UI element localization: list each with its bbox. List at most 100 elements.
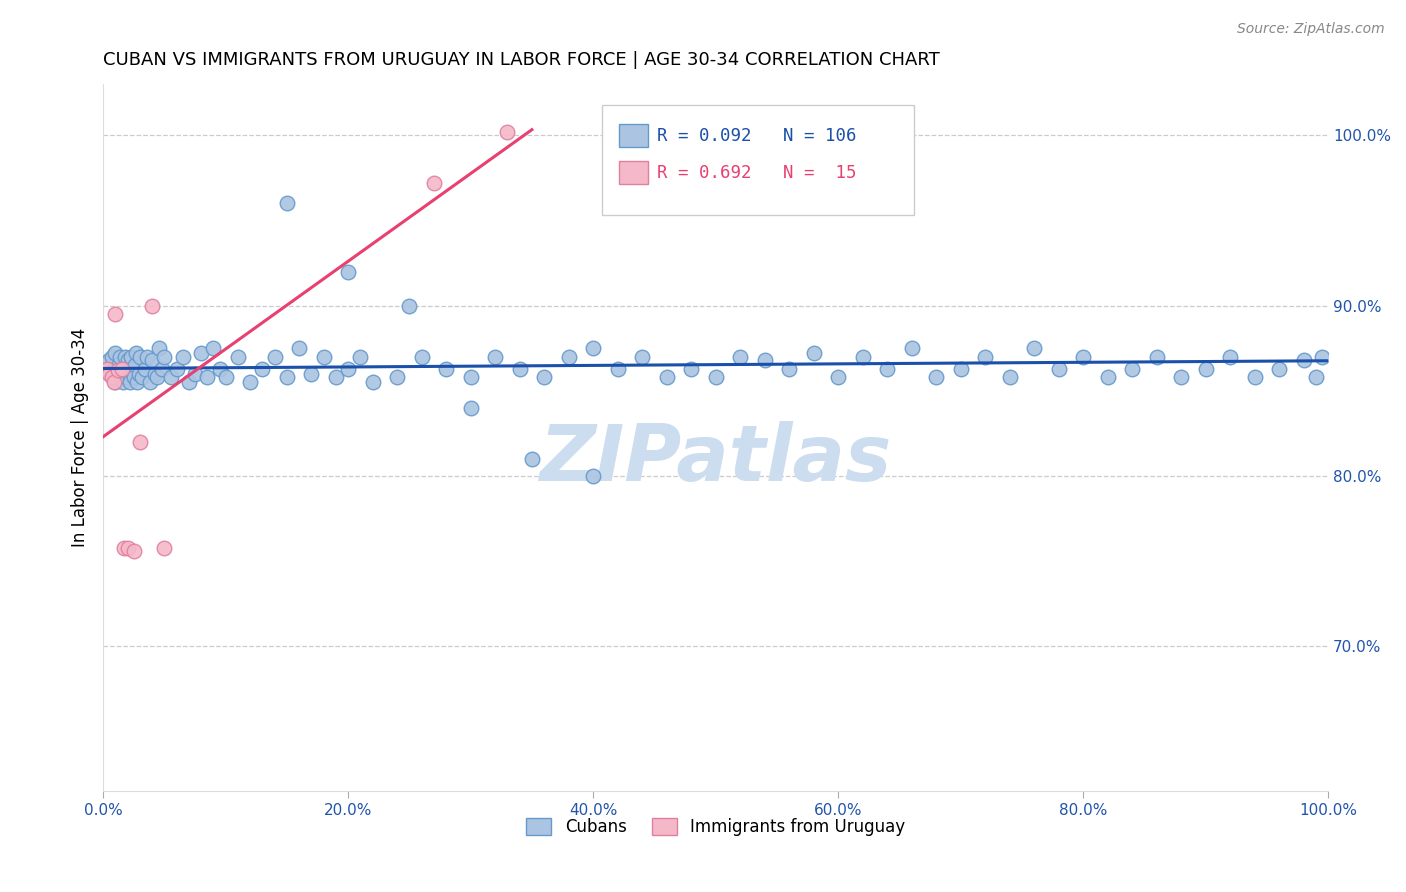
Point [108, 357, 131, 371]
Point [1170, 370, 1192, 384]
Point [852, 350, 875, 364]
Point [1310, 350, 1333, 364]
Point [117, 541, 139, 555]
Point [460, 370, 482, 384]
Point [143, 367, 166, 381]
Point [606, 361, 628, 376]
Point [214, 370, 236, 384]
Point [122, 370, 145, 384]
Point [104, 307, 127, 321]
Point [681, 361, 703, 376]
Point [998, 370, 1021, 384]
Point [361, 376, 384, 390]
Point [484, 350, 506, 364]
Text: Source: ZipAtlas.com: Source: ZipAtlas.com [1237, 22, 1385, 37]
Point [107, 367, 129, 381]
Point [146, 370, 169, 384]
Point [900, 341, 922, 355]
Point [949, 361, 972, 376]
Point [98, 353, 121, 368]
Point [100, 350, 122, 364]
Point [128, 434, 150, 449]
Point [105, 361, 128, 376]
Point [208, 361, 231, 376]
Point [1097, 370, 1119, 384]
Point [128, 350, 150, 364]
Text: R = 0.692   N =  15: R = 0.692 N = 15 [657, 163, 856, 181]
Point [533, 370, 555, 384]
Point [496, 125, 519, 139]
Point [1047, 361, 1070, 376]
Point [131, 370, 153, 384]
Point [325, 370, 347, 384]
Y-axis label: In Labor Force | Age 30-34: In Labor Force | Age 30-34 [72, 328, 89, 548]
Point [195, 370, 218, 384]
Point [337, 361, 360, 376]
Point [117, 353, 139, 368]
Point [312, 350, 335, 364]
Point [582, 469, 605, 483]
Point [103, 370, 125, 384]
Point [704, 370, 727, 384]
Point [121, 361, 143, 376]
Point [114, 350, 136, 364]
Point [778, 361, 800, 376]
Point [226, 350, 249, 364]
Point [460, 401, 482, 415]
Point [876, 361, 898, 376]
Point [288, 341, 311, 355]
Point [398, 299, 420, 313]
Point [141, 299, 163, 313]
Point [124, 359, 146, 373]
Point [127, 376, 149, 390]
Point [125, 346, 148, 360]
Point [803, 346, 825, 360]
Point [974, 350, 997, 364]
Point [153, 350, 176, 364]
Point [582, 341, 605, 355]
Point [177, 376, 200, 390]
Point [134, 361, 156, 376]
Point [98, 367, 121, 381]
Point [385, 370, 408, 384]
Point [100, 370, 122, 384]
Point [107, 363, 129, 377]
Point [150, 361, 173, 376]
Point [557, 350, 579, 364]
Point [1219, 350, 1241, 364]
Point [112, 541, 135, 555]
Point [337, 264, 360, 278]
Point [520, 452, 543, 467]
Point [96, 361, 118, 376]
Point [655, 370, 678, 384]
Point [120, 376, 142, 390]
Point [112, 361, 135, 376]
Point [104, 376, 127, 390]
Point [728, 350, 751, 364]
Point [827, 370, 849, 384]
Point [1121, 361, 1143, 376]
Point [111, 376, 134, 390]
Point [239, 376, 262, 390]
Point [1146, 350, 1168, 364]
Point [1305, 370, 1327, 384]
Text: CUBAN VS IMMIGRANTS FROM URUGUAY IN LABOR FORCE | AGE 30-34 CORRELATION CHART: CUBAN VS IMMIGRANTS FROM URUGUAY IN LABO… [103, 51, 939, 69]
Point [1243, 370, 1265, 384]
Point [1292, 353, 1315, 368]
Point [1194, 361, 1216, 376]
Point [159, 370, 181, 384]
Point [349, 350, 371, 364]
Point [110, 361, 132, 376]
Point [122, 544, 145, 558]
Point [128, 367, 150, 381]
Point [110, 370, 132, 384]
Point [1268, 361, 1291, 376]
Point [115, 370, 138, 384]
Point [138, 376, 160, 390]
Point [631, 350, 654, 364]
Point [509, 361, 531, 376]
Point [252, 361, 274, 376]
Point [153, 541, 176, 555]
Legend: Cubans, Immigrants from Uruguay: Cubans, Immigrants from Uruguay [520, 812, 911, 843]
Point [118, 367, 141, 381]
